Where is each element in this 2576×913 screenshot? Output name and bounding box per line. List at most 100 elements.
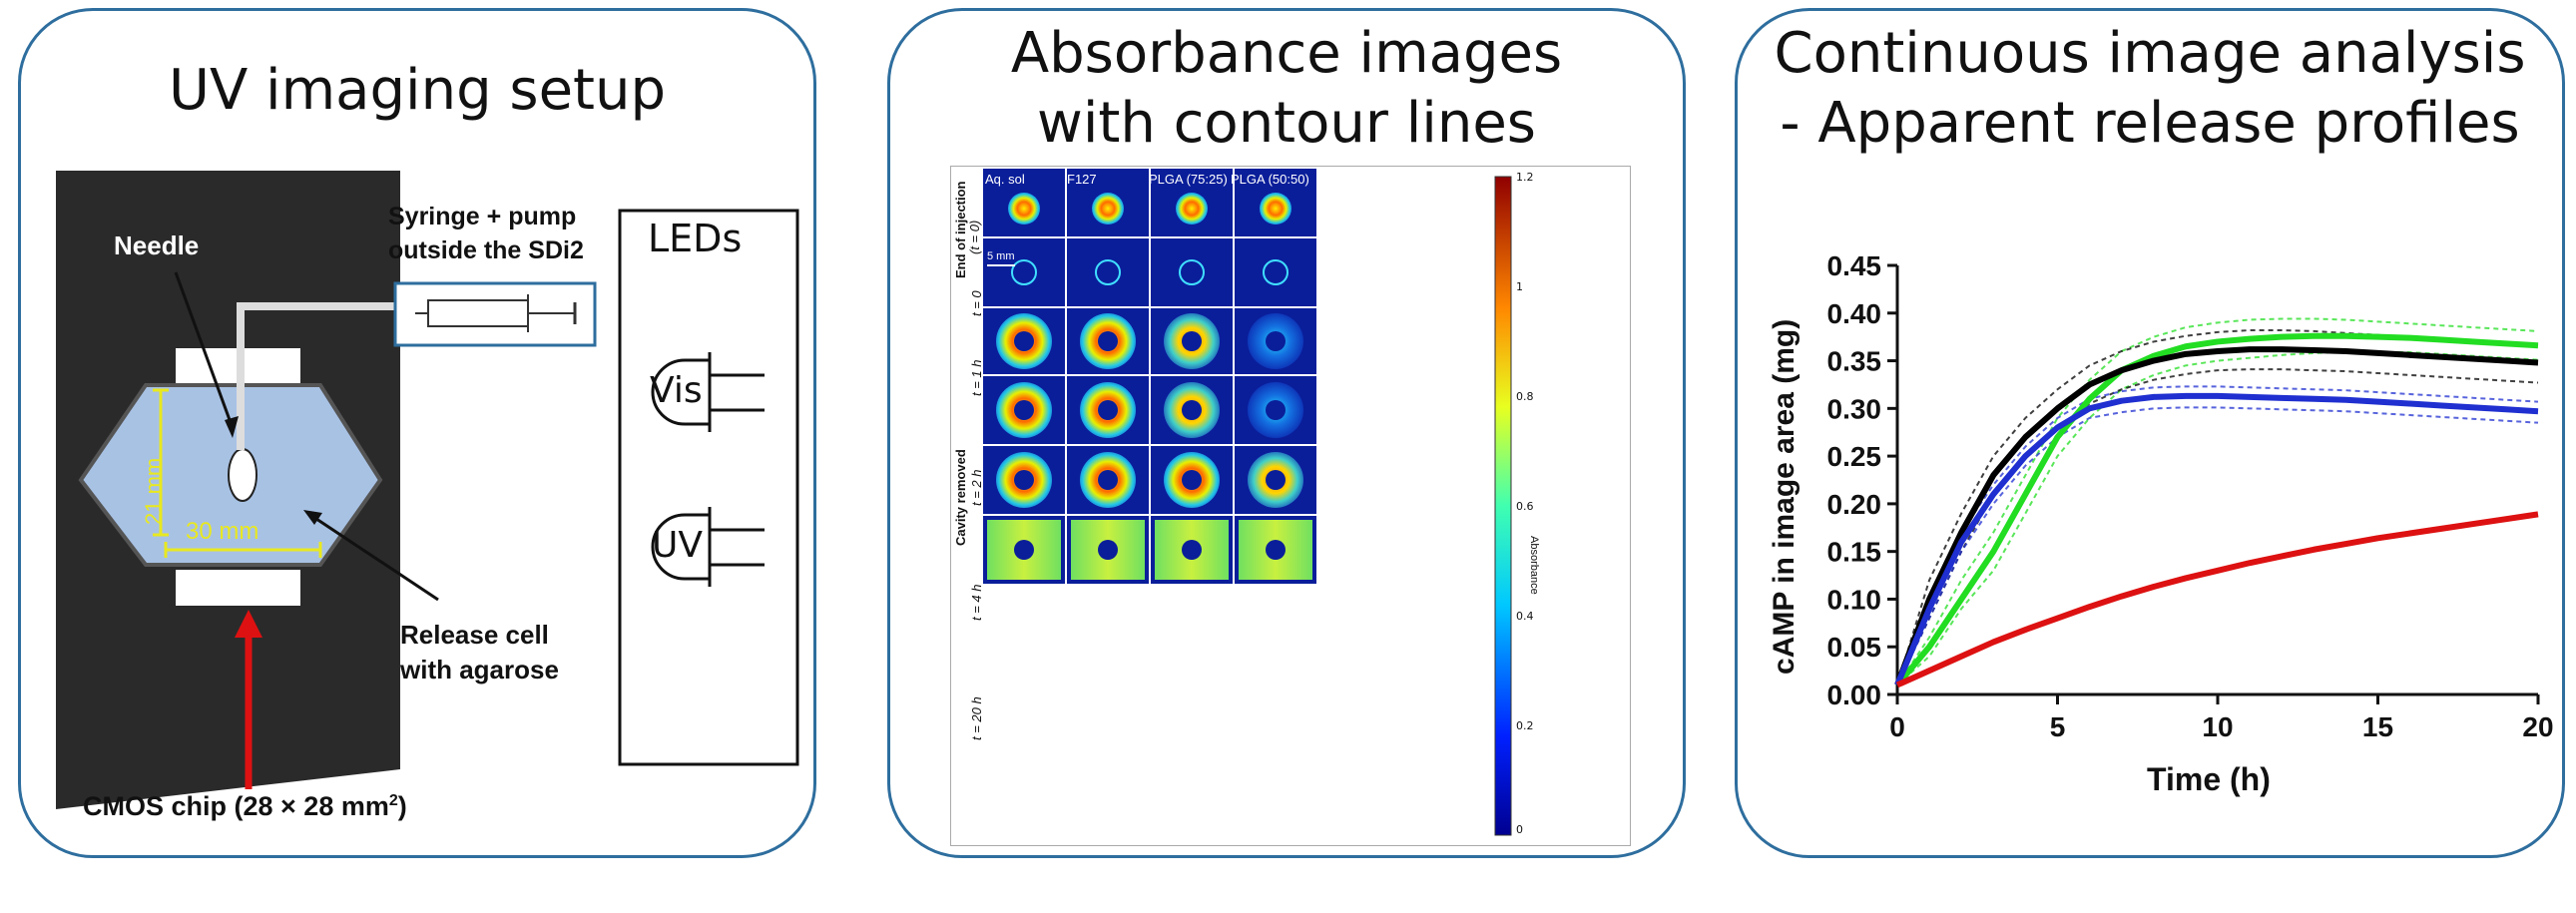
series-line-black <box>1894 346 2539 686</box>
absorbance-figure: Aq. sol F127 PLGA (75:25) PLGA (50:50) 5… <box>950 166 1631 846</box>
abs-ring-r1-c0 <box>1011 259 1037 285</box>
x-tick-label: 15 <box>2362 711 2393 742</box>
cbar-tick-10: 1 <box>1516 280 1523 293</box>
abs-hole-r5-c3 <box>1266 540 1286 560</box>
dim-30mm-label: 30 mm <box>186 518 259 545</box>
needle-label: Needle <box>114 230 200 260</box>
abs-hole-r3-c3 <box>1266 400 1286 420</box>
cbar-tick-00: 0 <box>1516 823 1523 836</box>
cbar-tick-12: 1.2 <box>1516 171 1534 184</box>
abs-ring-r1-c1 <box>1095 259 1121 285</box>
abs-hole-r4-c1 <box>1098 470 1118 490</box>
syringe-label-line1: Syringe + pump <box>388 203 577 230</box>
release-cell-label-line2: with agarose <box>400 655 559 685</box>
needle-arrow <box>174 271 235 429</box>
panel2-title-line2: with contour lines <box>1037 91 1536 156</box>
panel-uv-imaging-setup: UV imaging setup <box>18 8 816 858</box>
scale-bar <box>987 264 1015 266</box>
y-tick-label: 0.40 <box>1827 298 1882 329</box>
col-label-plga-7525: PLGA (75:25) <box>1149 172 1228 187</box>
vis-label: Vis <box>650 370 703 411</box>
row-label-t4h: t = 4 h <box>969 584 984 622</box>
cmos-chip-close: ) <box>397 791 407 821</box>
x-tick-label: 10 <box>2202 711 2233 742</box>
abs-hole-r5-c1 <box>1098 540 1118 560</box>
band-black-lower <box>1896 368 2539 685</box>
abs-hole-r2-c0 <box>1014 331 1034 351</box>
group-label-end-sub: (t = 0) <box>967 220 982 254</box>
panel1-title: UV imaging setup <box>168 58 667 123</box>
bottom-clamp <box>176 570 300 606</box>
sample-well <box>228 448 258 502</box>
y-tick-label: 0.35 <box>1827 346 1882 377</box>
cmos-chip-label: CMOS chip (28 × 28 mm2) <box>83 791 407 822</box>
panel-release-profiles: Continuous image analysis - Apparent rel… <box>1735 8 2565 858</box>
led-box <box>618 209 799 766</box>
uv-setup-illustration <box>56 171 799 809</box>
abs-blob-r0-c2 <box>1176 193 1208 225</box>
release-cell-label-line1: Release cell <box>400 620 549 650</box>
abs-cell-r1-c2 <box>1151 238 1233 306</box>
band-black-upper <box>1896 328 2539 685</box>
group-label-cavity-removed: Cavity removed <box>953 449 968 546</box>
release-profile-chart: 0.00 0.05 0.10 0.15 0.20 0.25 0.30 0.35 0.40 0.45… <box>1827 250 2554 742</box>
series-line-red <box>1895 511 2539 688</box>
vis-led-icon <box>651 358 712 426</box>
abs-hole-r3-c1 <box>1098 400 1118 420</box>
cbar-tick-02: 0.2 <box>1516 719 1534 732</box>
uv-led-icon <box>651 513 712 581</box>
row-label-t20h: t = 20 h <box>969 696 984 740</box>
band-green-lower <box>1896 350 2539 686</box>
abs-hole-r2-c1 <box>1098 331 1118 351</box>
series-line-green <box>1894 332 2539 687</box>
syringe-barrel <box>427 299 529 327</box>
syringe-label-line2: outside the SDi2 <box>388 236 584 264</box>
panel3-title-line1: Continuous image analysis <box>1774 21 2526 86</box>
cmos-chip-sup: 2 <box>388 792 398 809</box>
dim-21mm-label: 21 mm <box>141 457 166 525</box>
y-tick-label: 0.00 <box>1827 680 1882 710</box>
panel2-title-line1: Absorbance images <box>1010 21 1563 86</box>
colorbar-label: Absorbance <box>1528 536 1540 595</box>
abs-ring-r1-c2 <box>1179 259 1205 285</box>
needle-tube <box>237 302 415 450</box>
y-axis-label: cAMP in image area (mg) <box>1768 318 1801 675</box>
abs-cell-r1-c0 <box>983 238 1065 306</box>
abs-hole-r2-c3 <box>1266 331 1286 351</box>
colorbar <box>1494 176 1512 836</box>
band-blue-upper <box>1896 385 2539 685</box>
abs-ring-r1-c3 <box>1263 259 1288 285</box>
abs-hole-r3-c0 <box>1014 400 1034 420</box>
x-axis-label: Time (h) <box>2147 761 2271 797</box>
cmos-chip-text: CMOS chip (28 × 28 mm <box>83 791 389 821</box>
y-tick-label: 0.30 <box>1827 393 1882 424</box>
abs-cell-r1-c1 <box>1067 238 1149 306</box>
row-label-t0: t = 0 <box>969 290 984 316</box>
panel-absorbance-images: Absorbance images with contour lines <box>887 8 1686 858</box>
y-tick-label: 0.45 <box>1827 250 1882 281</box>
band-blue-lower <box>1896 406 2539 685</box>
x-tick-label: 20 <box>2522 711 2553 742</box>
y-tick-label: 0.10 <box>1827 584 1882 615</box>
abs-hole-r5-c0 <box>1014 540 1034 560</box>
leds-label: LEDs <box>648 217 743 260</box>
uv-label: UV <box>652 525 703 566</box>
y-tick-label: 0.20 <box>1827 489 1882 520</box>
x-tick-label: 0 <box>1889 711 1905 742</box>
series-line-blue <box>1894 392 2539 686</box>
scale-bar-label: 5 mm <box>987 250 1015 262</box>
abs-hole-r5-c2 <box>1182 540 1202 560</box>
y-tick-label: 0.05 <box>1827 632 1882 663</box>
abs-blob-r0-c3 <box>1260 193 1291 225</box>
col-label-aq-sol: Aq. sol <box>985 172 1025 187</box>
abs-cell-r1-c3 <box>1235 238 1316 306</box>
y-tick-label: 0.15 <box>1827 537 1882 568</box>
abs-hole-r4-c0 <box>1014 470 1034 490</box>
row-label-t1h: t = 1 h <box>969 359 984 397</box>
abs-hole-r4-c2 <box>1182 470 1202 490</box>
abs-hole-r3-c2 <box>1182 400 1202 420</box>
x-tick-label: 5 <box>2050 711 2066 742</box>
cbar-tick-08: 0.8 <box>1516 390 1534 403</box>
abs-hole-r4-c3 <box>1266 470 1286 490</box>
abs-blob-r0-c1 <box>1092 193 1124 225</box>
